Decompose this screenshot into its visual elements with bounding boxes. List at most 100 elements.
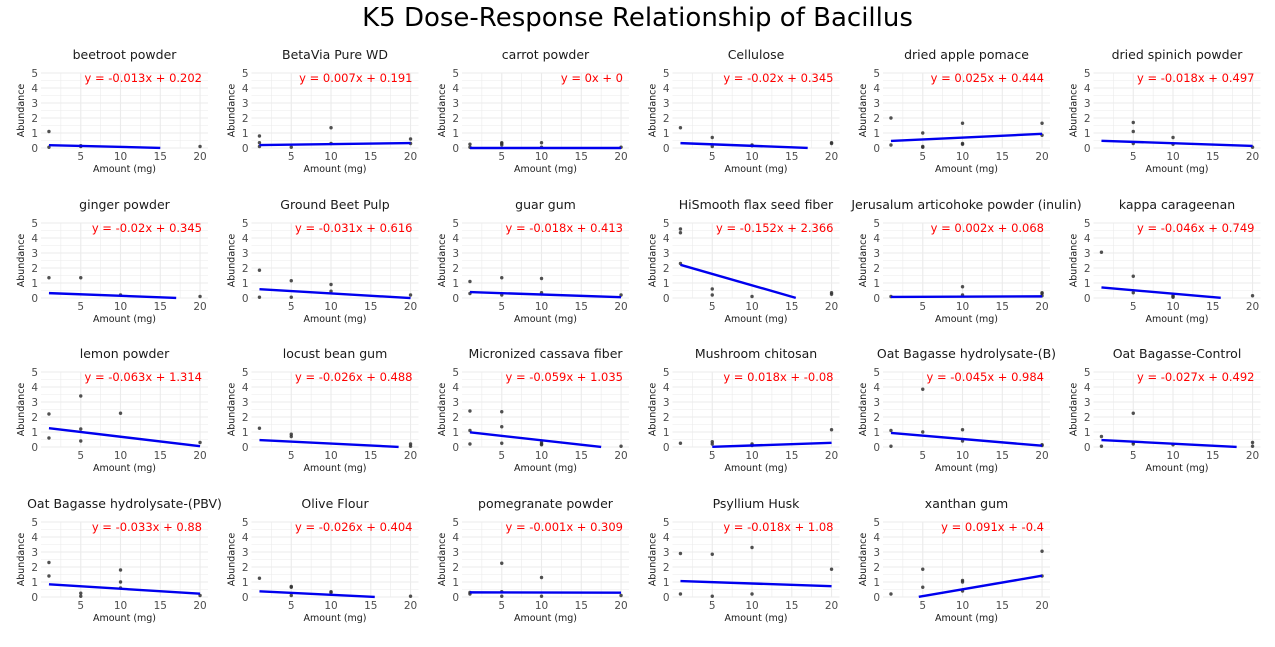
- y-tick-label: 4: [31, 83, 38, 95]
- y-tick-label: 4: [242, 233, 249, 245]
- y-tick-label: 5: [1084, 68, 1091, 80]
- data-point: [79, 276, 83, 280]
- data-point: [960, 285, 965, 289]
- data-point: [1131, 291, 1135, 295]
- x-tick-label: 20: [614, 301, 627, 313]
- data-point: [619, 444, 623, 448]
- x-tick-label: 20: [404, 450, 417, 462]
- x-tick-label: 15: [785, 450, 798, 462]
- y-tick-label: 4: [242, 532, 249, 544]
- data-point: [678, 551, 683, 556]
- x-tick-label: 15: [996, 600, 1009, 612]
- x-tick-label: 15: [996, 301, 1009, 313]
- x-axis-label: Amount (mg): [514, 463, 577, 474]
- x-tick-label: 5: [498, 301, 505, 313]
- y-tick-label: 1: [242, 427, 249, 439]
- y-tick-label: 0: [452, 143, 459, 155]
- data-point: [1099, 434, 1104, 439]
- y-tick-label: 5: [452, 367, 459, 379]
- fit-line: [469, 431, 602, 449]
- y-tick-label: 2: [663, 562, 670, 574]
- facet-panel: Oat Bagasse-Control 0 1 2 3 4 5 5 10 15 20 Amount (…: [1069, 346, 1261, 474]
- data-point: [408, 444, 413, 448]
- data-point: [1040, 121, 1044, 125]
- data-point: [1171, 295, 1175, 299]
- y-tick-label: 1: [31, 577, 38, 589]
- equation-label: y = -0.018x + 1.08: [723, 520, 833, 534]
- y-axis-label: Abundance: [437, 533, 448, 587]
- y-tick-label: 2: [31, 412, 38, 424]
- data-point: [678, 231, 683, 235]
- data-point: [500, 594, 504, 598]
- x-tick-label: 20: [1246, 450, 1259, 462]
- y-tick-label: 4: [31, 382, 38, 394]
- x-tick-label: 5: [77, 600, 84, 612]
- y-tick-label: 0: [31, 442, 38, 454]
- x-tick-label: 10: [114, 450, 127, 462]
- facet-panel: dried apple pomace 0 1 2 3 4 5 5 10 15 20 Amount (m…: [858, 47, 1050, 175]
- fit-line: [259, 590, 375, 599]
- y-tick-label: 2: [31, 562, 38, 574]
- fit-line: [48, 291, 177, 300]
- x-tick-label: 10: [745, 151, 758, 163]
- data-point: [118, 568, 123, 572]
- fit-line: [48, 583, 201, 595]
- y-tick-label: 0: [873, 143, 880, 155]
- equation-label: y = -0.059x + 1.035: [506, 370, 624, 384]
- y-tick-label: 4: [31, 233, 38, 245]
- x-tick-label: 20: [1035, 450, 1048, 462]
- y-tick-label: 2: [1084, 263, 1091, 275]
- facet-title: dried spinich powder: [1112, 47, 1244, 62]
- x-tick-label: 5: [77, 151, 84, 163]
- data-point: [47, 129, 51, 134]
- data-point: [889, 143, 893, 147]
- equation-label: y = -0.02x + 0.345: [92, 221, 202, 235]
- data-point: [678, 126, 683, 130]
- x-tick-label: 15: [154, 600, 167, 612]
- x-tick-label: 5: [709, 450, 716, 462]
- x-tick-label: 15: [575, 151, 588, 163]
- y-tick-label: 1: [452, 128, 459, 140]
- data-point: [289, 279, 293, 283]
- data-point: [539, 443, 544, 447]
- y-tick-label: 3: [663, 547, 670, 559]
- data-point: [1099, 250, 1104, 254]
- equation-label: y = -0.018x + 0.497: [1137, 71, 1255, 85]
- y-tick-label: 2: [663, 263, 670, 275]
- data-point: [889, 116, 893, 120]
- data-point: [329, 282, 333, 287]
- y-tick-label: 1: [31, 278, 38, 290]
- x-tick-label: 5: [498, 450, 505, 462]
- y-tick-label: 1: [452, 427, 459, 439]
- y-tick-label: 4: [663, 382, 670, 394]
- y-tick-label: 0: [452, 592, 459, 604]
- y-axis-label: Abundance: [858, 383, 869, 437]
- y-tick-label: 5: [663, 367, 670, 379]
- data-point: [960, 428, 965, 432]
- x-axis-label: Amount (mg): [93, 164, 156, 175]
- y-tick-label: 3: [873, 397, 880, 409]
- data-point: [921, 387, 925, 391]
- data-point: [257, 134, 262, 138]
- facet-title: Oat Bagasse hydrolysate-(PBV): [27, 496, 222, 511]
- x-tick-label: 5: [77, 301, 84, 313]
- data-point: [678, 227, 683, 231]
- data-point: [329, 289, 333, 293]
- data-point: [710, 442, 714, 446]
- y-tick-label: 2: [1084, 113, 1091, 125]
- y-axis-label: Abundance: [16, 84, 27, 138]
- data-point: [1099, 444, 1104, 448]
- y-tick-label: 3: [242, 397, 249, 409]
- equation-label: y = 0x + 0: [561, 71, 623, 85]
- y-tick-label: 2: [452, 113, 459, 125]
- data-point: [468, 442, 472, 446]
- y-tick-label: 1: [452, 577, 459, 589]
- y-tick-label: 3: [31, 98, 38, 110]
- fit-line: [680, 141, 808, 150]
- data-point: [921, 131, 925, 135]
- facet-panel: guar gum 0 1 2 3 4 5 5 10 15 20 Amount (mg) Abundanc…: [437, 197, 629, 325]
- facet-title: guar gum: [515, 197, 576, 212]
- y-tick-label: 4: [873, 83, 880, 95]
- y-axis-label: Abundance: [648, 383, 659, 437]
